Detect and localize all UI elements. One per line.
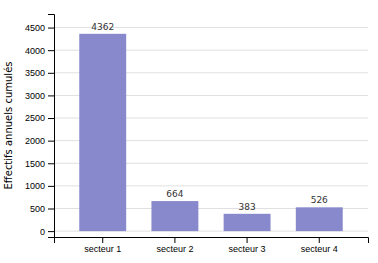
x-tick: secteur 4 [301, 237, 338, 254]
x-axis-line [55, 238, 369, 244]
y-tick: 1000 [25, 181, 54, 191]
y-tick-label: 500 [30, 204, 45, 214]
y-tick-mark [48, 118, 54, 119]
x-tick: secteur 3 [229, 237, 266, 254]
bar [224, 214, 271, 231]
x-tick: secteur 2 [156, 237, 193, 254]
y-tick-mark [48, 28, 54, 29]
y-tick-label: 1500 [25, 159, 45, 169]
x-tick-mark [319, 237, 320, 243]
bar [296, 207, 343, 231]
y-tick-label: 4500 [25, 23, 45, 33]
data-label: 383 [238, 202, 255, 212]
y-axis-title: Effectifs annuels cumulés [3, 62, 14, 190]
bars [79, 34, 342, 231]
x-axis: secteur 1 secteur 2 secteur 3 secteur 4 [55, 237, 369, 254]
x-tick-mark [247, 237, 248, 243]
y-axis-line [48, 15, 55, 238]
y-tick-mark [48, 209, 54, 210]
y-axis: 0 500 1000 1500 2000 2500 3000 3500 4000 4500 [25, 15, 55, 238]
data-label: 526 [311, 195, 328, 205]
x-tick-label: secteur 4 [301, 244, 338, 254]
y-tick-mark [48, 73, 54, 74]
y-tick: 0 [40, 226, 54, 236]
y-tick: 500 [30, 204, 54, 214]
y-tick-label: 3000 [25, 91, 45, 101]
plot-area: 0 500 1000 1500 2000 2500 3000 3500 4000 4500 sect… [25, 15, 369, 255]
y-tick-label: 4000 [25, 46, 45, 56]
y-tick-mark [48, 95, 54, 96]
y-tick-label: 1000 [25, 181, 45, 191]
bar [151, 201, 198, 231]
y-tick: 2500 [25, 113, 54, 123]
y-tick-mark [48, 50, 54, 51]
y-tick: 4000 [25, 46, 54, 56]
bar [79, 34, 126, 231]
y-tick-mark [48, 186, 54, 187]
x-tick-label: secteur 3 [229, 244, 266, 254]
x-tick-mark [102, 237, 103, 243]
y-tick: 2000 [25, 136, 54, 146]
y-tick-mark [48, 141, 54, 142]
y-tick: 3000 [25, 91, 54, 101]
data-label: 4362 [91, 22, 114, 32]
data-label: 664 [166, 189, 183, 199]
grid [54, 28, 368, 232]
y-tick-label: 2000 [25, 136, 45, 146]
x-tick-label: secteur 1 [84, 244, 121, 254]
y-tick: 1500 [25, 159, 54, 169]
chart: 0 500 1000 1500 2000 2500 3000 3500 4000 4500 sect… [0, 0, 378, 263]
y-tick-label: 2500 [25, 113, 45, 123]
x-tick-mark [174, 237, 175, 243]
y-tick-label: 3500 [25, 68, 45, 78]
data-labels: 4362 664 383 526 [91, 22, 328, 212]
y-tick: 4500 [25, 23, 54, 33]
x-tick: secteur 1 [84, 237, 121, 254]
y-tick: 3500 [25, 68, 54, 78]
y-tick-mark [48, 231, 54, 232]
x-tick-label: secteur 2 [156, 244, 193, 254]
y-tick-label: 0 [40, 226, 45, 236]
y-tick-mark [48, 163, 54, 164]
